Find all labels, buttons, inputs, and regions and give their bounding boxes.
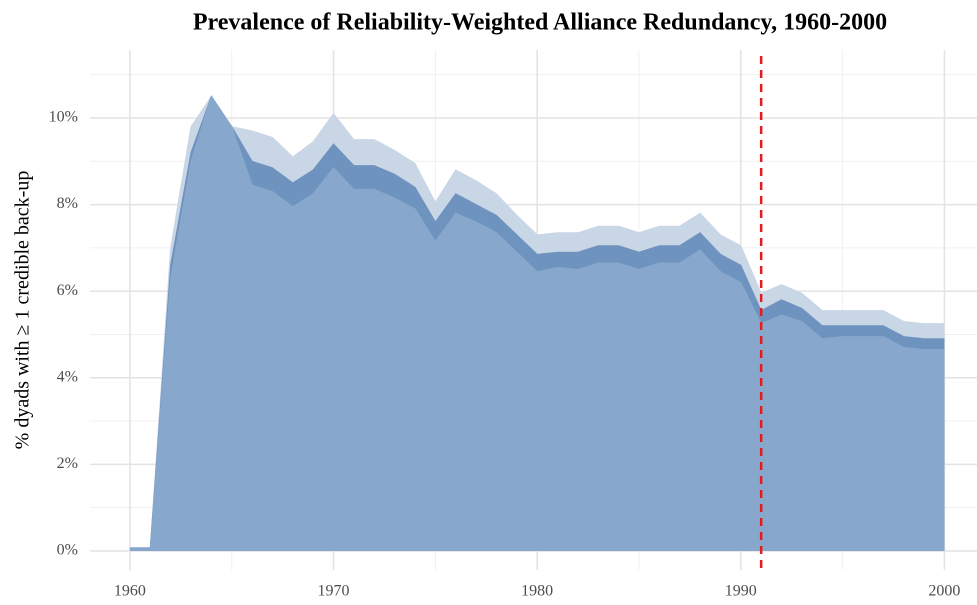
x-tick-label: 2000 xyxy=(928,583,960,600)
y-tick-label: 8% xyxy=(57,195,78,212)
area-line xyxy=(129,95,945,549)
y-tick-label: 10% xyxy=(49,109,78,126)
y-tick-label: 2% xyxy=(57,455,78,472)
x-tick-label: 1970 xyxy=(318,583,350,600)
area-fill xyxy=(129,96,945,551)
x-tick-label: 1980 xyxy=(521,583,553,600)
chart-title: Prevalence of Reliability-Weighted Allia… xyxy=(193,10,887,36)
y-tick-label: 0% xyxy=(57,542,78,559)
x-tick-label: 1990 xyxy=(725,583,757,600)
area-line xyxy=(129,95,945,549)
area-line xyxy=(129,95,945,549)
y-tick-label: 6% xyxy=(57,282,78,299)
y-axis-label: % dyads with ≥ 1 credible back-up xyxy=(12,171,34,450)
y-tick-label: 4% xyxy=(57,368,78,385)
x-tick-label: 1960 xyxy=(114,583,146,600)
